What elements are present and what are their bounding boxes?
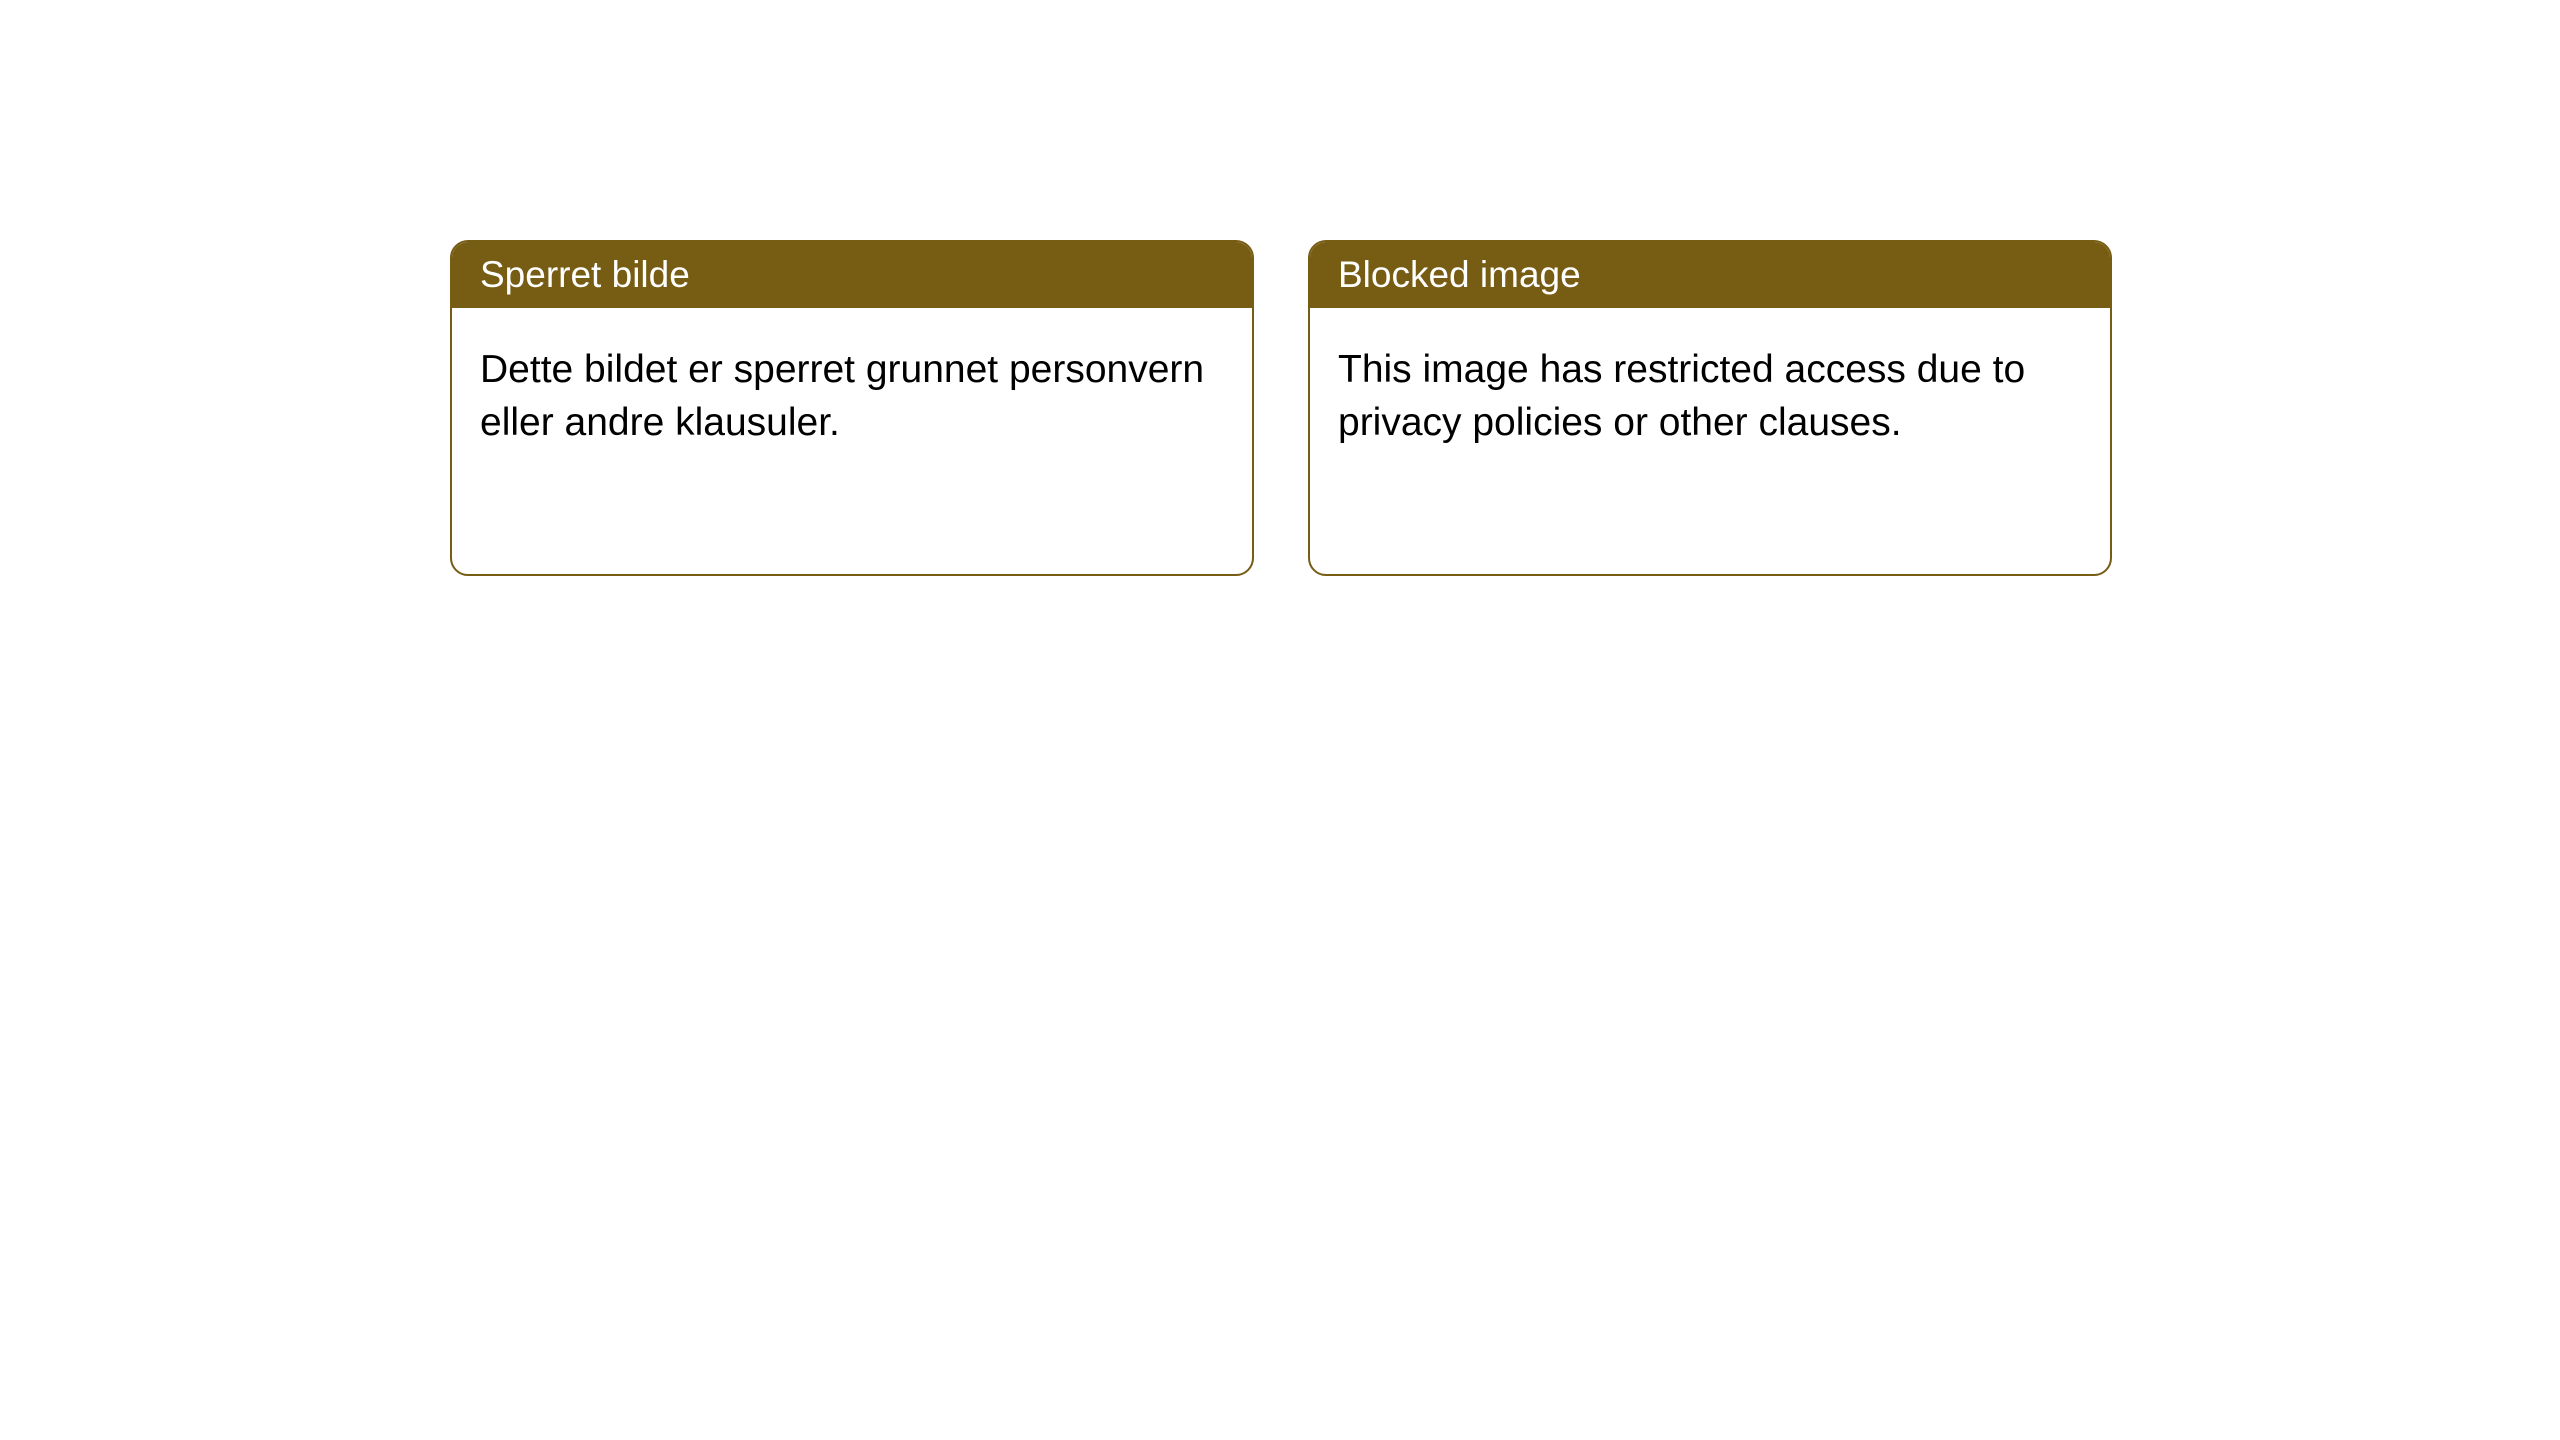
card-header: Sperret bilde [452,242,1252,308]
card-body: This image has restricted access due to … [1310,308,2110,485]
notice-card-english: Blocked image This image has restricted … [1308,240,2112,576]
card-body-text: Dette bildet er sperret grunnet personve… [480,348,1204,444]
notice-card-norwegian: Sperret bilde Dette bildet er sperret gr… [450,240,1254,576]
card-title: Blocked image [1338,254,1581,295]
card-body-text: This image has restricted access due to … [1338,348,2025,444]
notice-cards-container: Sperret bilde Dette bildet er sperret gr… [450,240,2560,576]
card-title: Sperret bilde [480,254,690,295]
card-header: Blocked image [1310,242,2110,308]
card-body: Dette bildet er sperret grunnet personve… [452,308,1252,485]
